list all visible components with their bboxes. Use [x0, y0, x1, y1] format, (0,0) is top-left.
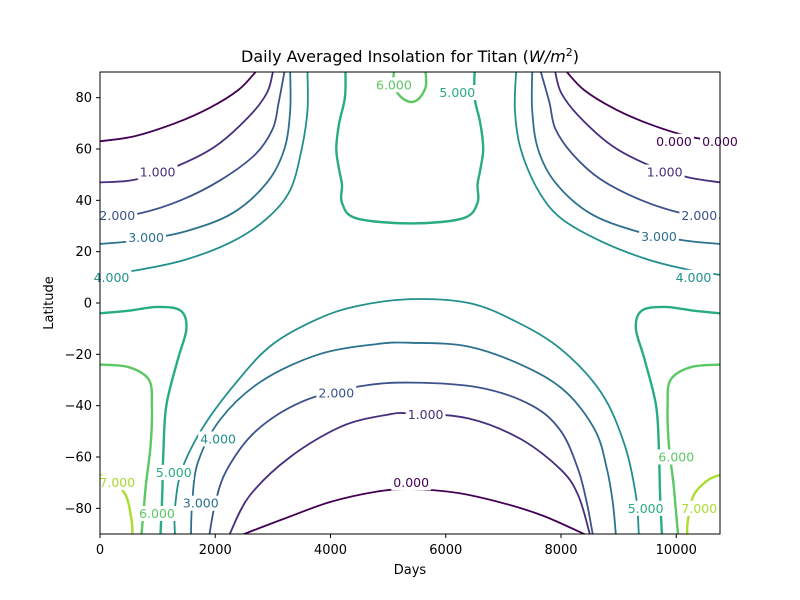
contour-label-bg-22	[679, 500, 720, 516]
y-tick-label: 20	[75, 245, 92, 260]
x-tick-label: 4000	[314, 543, 347, 558]
contour-line-5-000-16	[634, 305, 720, 534]
y-tick-label: −80	[65, 502, 92, 517]
contour-label-5: 1.000	[408, 407, 444, 422]
y-tick-label: −20	[65, 348, 92, 363]
y-axis-label: Latitude	[42, 276, 57, 330]
y-tick-label: 40	[75, 194, 92, 209]
contour-label-4: 1.000	[647, 165, 683, 180]
contour-line-2-000-8	[208, 381, 594, 534]
contour-line-2-000-6	[100, 72, 286, 220]
contour-line-6-000-19	[666, 363, 720, 534]
contour-label-bg-15	[437, 85, 478, 100]
contour-label-3: 1.000	[140, 165, 176, 180]
contour-label-17: 5.000	[628, 501, 664, 516]
contour-line-0-000-1	[565, 72, 720, 143]
contour-label-bg-19	[137, 506, 177, 521]
y-axis: −80 −60 −40 −20 0 20 40 60 80	[65, 91, 100, 517]
contour-label-9: 3.000	[128, 230, 164, 245]
contour-label-bg-16	[153, 464, 194, 480]
x-tick-label: 0	[96, 543, 104, 558]
contour-label-19: 6.000	[139, 506, 175, 521]
contour-label-12: 4.000	[94, 270, 130, 285]
contour-label-22: 7.000	[681, 501, 717, 516]
contour-line-4-000-13	[513, 72, 720, 276]
chart-title-exponent: 2	[566, 46, 573, 59]
contour-label-bg-10	[639, 228, 679, 244]
contour-label-bg-4	[644, 164, 685, 180]
contour-line-5-000-17	[335, 72, 485, 225]
contour-label-21: 7.000	[99, 475, 135, 490]
contour-label-bg-5	[405, 407, 446, 423]
x-tick-label: 10000	[656, 543, 697, 558]
y-tick-label: 80	[75, 91, 92, 106]
contour-layer	[100, 72, 720, 534]
contour-label-14: 4.000	[200, 432, 236, 447]
contour-line-1-000-4	[554, 72, 720, 184]
contour-label-bg-17	[625, 500, 666, 516]
x-axis-label: Days	[394, 563, 427, 578]
contour-label-bg-8	[316, 385, 357, 401]
contour-line-2-000-7	[539, 72, 720, 220]
y-tick-label: 60	[75, 143, 92, 158]
contour-label-bg-6	[97, 208, 138, 224]
chart-title-unit: W/m	[529, 47, 566, 66]
chart-title-close: )	[573, 47, 579, 66]
contour-label-0: 0.000	[656, 134, 692, 149]
contour-label-20: 6.000	[658, 450, 694, 465]
contour-line-1-000-3	[100, 72, 274, 184]
y-tick-label: 0	[84, 297, 92, 312]
x-tick-label: 2000	[199, 543, 232, 558]
contour-label-1: 0.000	[393, 475, 429, 490]
contour-line-1-000-5	[228, 412, 591, 534]
contour-label-7: 2.000	[681, 208, 717, 223]
x-tick-label: 8000	[544, 543, 577, 558]
contour-label-10: 3.000	[641, 229, 677, 244]
contour-label-8: 2.000	[318, 385, 354, 400]
contour-label-bg-1	[391, 475, 432, 491]
contour-label-bg-9	[126, 230, 166, 245]
y-tick-label: −40	[65, 399, 92, 414]
chart-title: Daily Averaged Insolation for Titan (W/m…	[241, 46, 579, 67]
contour-line-4-000-12	[100, 72, 309, 276]
contour-label-bg-7	[679, 208, 720, 224]
contour-label-bg-21	[97, 475, 138, 491]
contour-label-18: 6.000	[376, 77, 412, 92]
contour-line-0-000-0	[100, 72, 257, 143]
contour-label-16: 5.000	[156, 465, 192, 480]
contour-label-6: 2.000	[99, 208, 135, 223]
contour-line-4-000-14	[173, 298, 640, 534]
contour-line-0-000-2	[243, 488, 585, 534]
y-tick-label: −60	[65, 451, 92, 466]
plot-frame	[99, 71, 721, 535]
contour-label-bg-18	[374, 77, 414, 93]
contour-line-7-000-22	[685, 473, 720, 534]
chart-title-text: Daily Averaged Insolation for Titan (	[241, 47, 529, 66]
x-axis: 0 2000 4000 6000 8000 10000	[96, 534, 697, 558]
x-tick-label: 6000	[429, 543, 462, 558]
contour-label-bg-3	[137, 164, 178, 180]
contour-label-bg-13	[673, 269, 714, 285]
contour-label-11: 3.000	[183, 496, 219, 511]
contour-line-5-000-15	[100, 305, 188, 534]
contour-label-15: 5.000	[439, 85, 475, 100]
contour-line-3-000-11	[190, 341, 617, 534]
contour-label-bg-20	[656, 449, 697, 465]
contour-label-bg-12	[91, 269, 132, 285]
contour-label-bg-14	[198, 431, 238, 447]
contour-label-bg-0	[654, 133, 694, 149]
contour-label-bg-11	[180, 495, 221, 511]
contour-label-13: 4.000	[676, 270, 712, 285]
